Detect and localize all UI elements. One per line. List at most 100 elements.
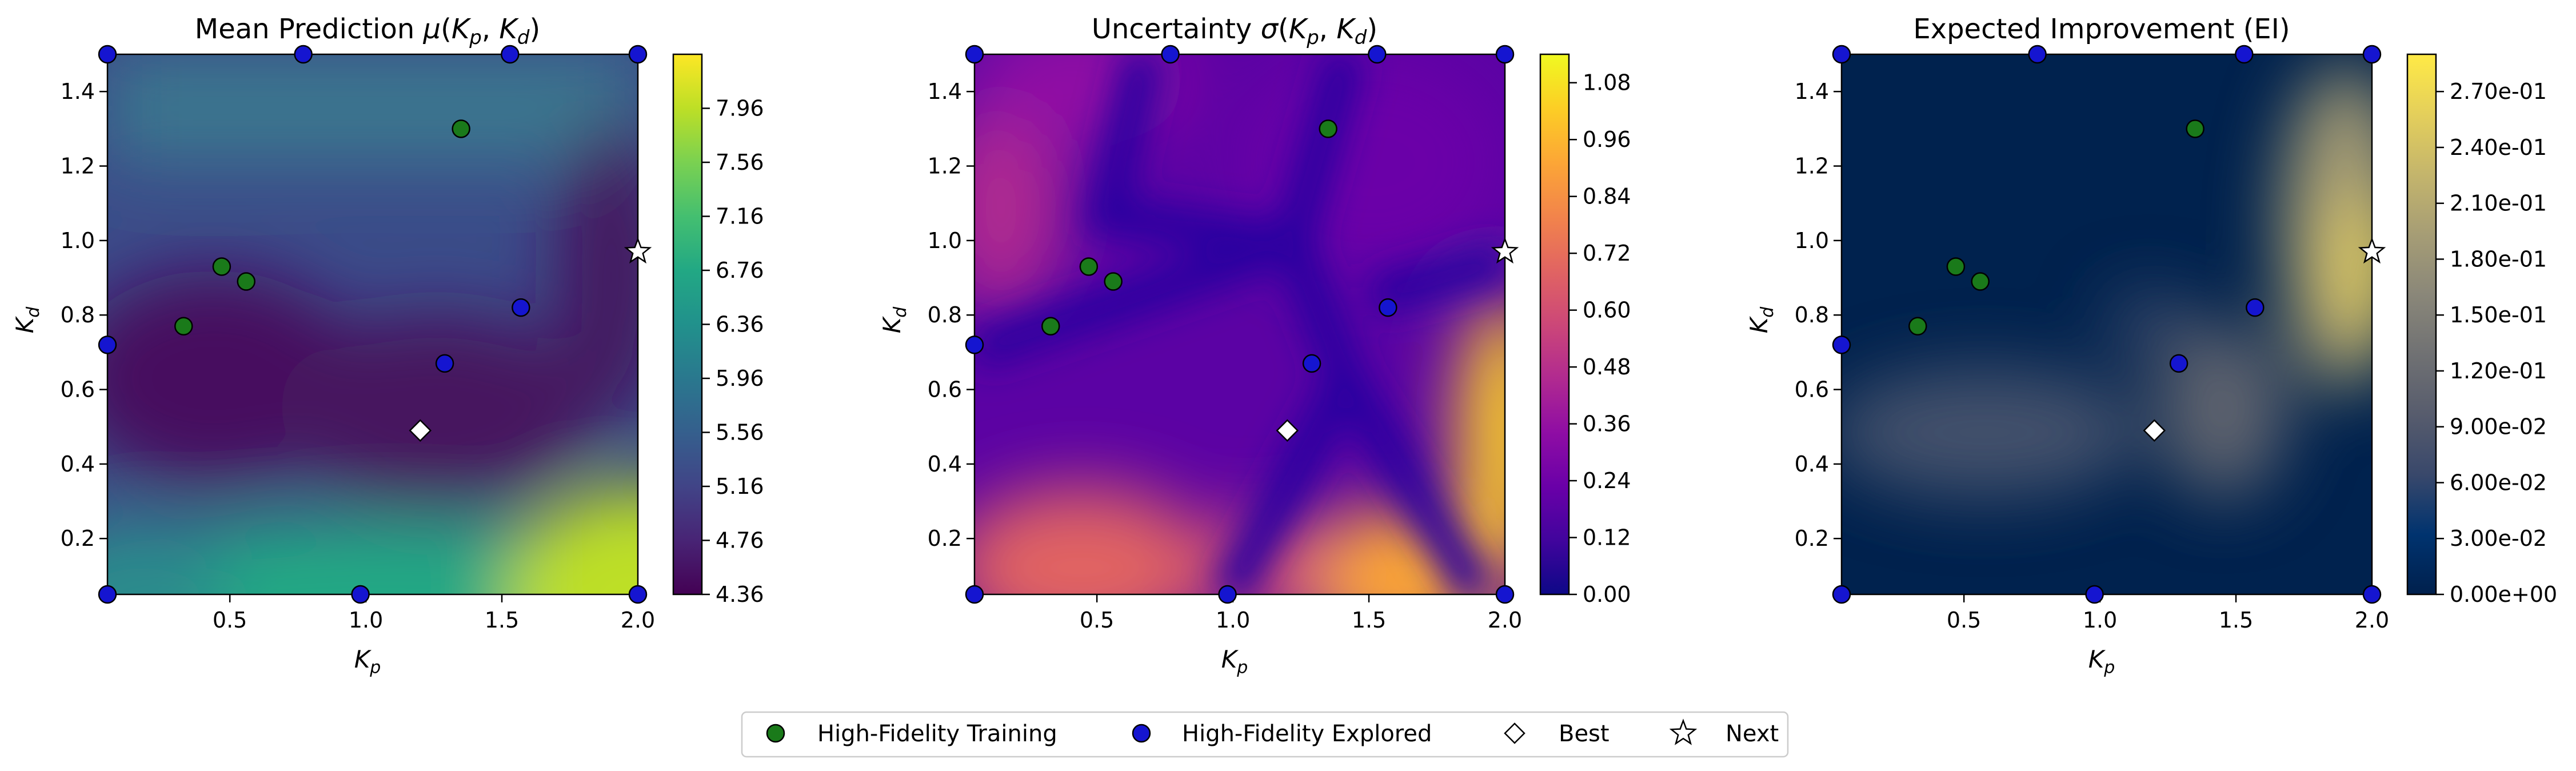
explored-point: [98, 335, 117, 354]
training-point: [2186, 119, 2204, 138]
legend-label: Next: [1726, 721, 1779, 747]
x-tick-label: 0.5: [1080, 608, 1114, 633]
plot-frame: [106, 53, 639, 596]
x-tick-label: 1.5: [2219, 608, 2253, 633]
explored-point: [2362, 585, 2382, 604]
colorbar-tick-label: 3.00e-02: [2450, 526, 2547, 551]
explored-point: [1832, 335, 1851, 354]
colorbar: 0.00 0.12 0.24 0.36 0.48 0.60 0.72 0.84 0.96 1.08: [1539, 53, 1631, 607]
panel-title: Mean Prediction μ(Kp, Kd): [195, 13, 540, 49]
y-axis-label: Kd: [878, 306, 910, 334]
colorbar-tick-label: 0.84: [1583, 184, 1631, 209]
explored-point: [1379, 298, 1397, 317]
colorbar-tick-label: 7.56: [716, 150, 764, 175]
colorbar: 0.00e+00 3.00e-02 6.00e-02 9.00e-02 1.20e-01…: [2406, 53, 2557, 607]
x-tick-label: 1.0: [349, 608, 383, 633]
y-tick-label: 1.4: [928, 79, 962, 104]
colorbar-tick-label: 2.70e-01: [2450, 79, 2547, 104]
legend-item-explored: High-Fidelity Explored: [1132, 721, 1432, 747]
x-tick-label: 2.0: [621, 608, 655, 633]
colorbar-frame: [2406, 53, 2437, 596]
colorbar-tick-label: 0.00: [1583, 582, 1631, 607]
colorbar-gradient: [2407, 54, 2436, 594]
colorbar-tick-label: 4.76: [716, 528, 764, 553]
explored-point: [965, 335, 984, 354]
panel-uncertainty: Uncertainty σ(Kp, Kd) 0.5 1.0 1.5 2.0 0.2 0.4…: [878, 13, 1631, 678]
markers: [98, 45, 652, 604]
explored-point: [2169, 354, 2188, 373]
y-tick-label: 0.2: [928, 526, 962, 551]
colorbar-tick-label: 1.08: [1583, 70, 1631, 95]
y-tick-label: 1.0: [1795, 228, 1829, 253]
x-tick-label: 2.0: [1488, 608, 1522, 633]
explored-point: [1832, 585, 1851, 604]
y-tick-label: 0.4: [1795, 452, 1829, 477]
explored-point: [1302, 354, 1321, 373]
training-point: [1946, 257, 1966, 276]
legend-marker-training: [766, 724, 785, 743]
markers: [965, 45, 1519, 604]
y-tick-label: 0.8: [928, 302, 962, 327]
colorbar-tick-label: 6.36: [716, 312, 764, 337]
training-point: [174, 317, 193, 336]
y-tick-label: 1.0: [928, 228, 962, 253]
colorbar-tick-label: 9.00e-02: [2450, 414, 2547, 440]
y-tick-label: 1.4: [61, 79, 95, 104]
training-point: [1971, 272, 1990, 291]
panel-expected-improvement: Expected Improvement (EI) 0.5 1.0 1.5 2.0 0.…: [1745, 13, 2557, 678]
y-tick-label: 0.2: [1795, 526, 1829, 551]
explored-point: [2235, 45, 2254, 64]
best-point: [409, 419, 432, 442]
y-tick-label: 1.4: [1795, 79, 1829, 104]
legend: High-Fidelity Training High-Fidelity Exp…: [741, 711, 1789, 758]
heatmap-field: [107, 54, 638, 594]
heatmap-area: [1840, 53, 2373, 596]
heatmap-field: [975, 54, 1505, 594]
explored-point: [1495, 585, 1515, 604]
colorbar-tick-label: 0.96: [1583, 127, 1631, 152]
next-point: [624, 237, 652, 264]
colorbar-tick-label: 0.00e+00: [2450, 582, 2557, 607]
colorbar-tick-label: 0.24: [1583, 468, 1631, 493]
best-point: [2143, 419, 2166, 442]
training-point: [1041, 317, 1060, 336]
training-point: [452, 119, 470, 138]
explored-point: [628, 585, 648, 604]
legend-marker-explored: [1132, 724, 1151, 743]
explored-point: [1495, 45, 1515, 64]
panel-title: Uncertainty σ(Kp, Kd): [1092, 13, 1377, 49]
explored-point: [2362, 45, 2382, 64]
y-tick-label: 0.8: [61, 302, 95, 327]
legend-label: High-Fidelity Training: [817, 721, 1057, 747]
legend-label: High-Fidelity Explored: [1182, 721, 1432, 747]
colorbar-tick-label: 5.56: [716, 420, 764, 445]
explored-point: [965, 585, 984, 604]
explored-point: [98, 585, 117, 604]
x-tick-label: 1.0: [1216, 608, 1250, 633]
explored-point: [351, 585, 370, 604]
explored-point: [965, 45, 984, 64]
explored-point: [98, 45, 117, 64]
heatmap-field: [1842, 54, 2372, 594]
colorbar-tick-label: 1.20e-01: [2450, 358, 2547, 383]
y-tick-label: 1.2: [61, 154, 95, 179]
y-tick-label: 0.6: [928, 377, 962, 402]
explored-point: [1161, 45, 1180, 64]
explored-point: [628, 45, 648, 64]
colorbar-tick-label: 0.48: [1583, 354, 1631, 379]
colorbar-tick-label: 4.36: [716, 582, 764, 607]
y-tick-label: 1.2: [1795, 154, 1829, 179]
axis-ticks: 0.5 1.0 1.5 2.0 0.2 0.4 0.6 0.8 1.0 1.2 1.4: [928, 79, 1523, 633]
colorbar-tick-label: 6.00e-02: [2450, 470, 2547, 495]
y-tick-label: 1.0: [61, 228, 95, 253]
colorbar-tick-label: 0.36: [1583, 412, 1631, 437]
training-point: [1908, 317, 1927, 336]
x-tick-label: 1.5: [1352, 608, 1386, 633]
explored-point: [294, 45, 313, 64]
x-axis-label: Kp: [2088, 645, 2115, 678]
training-point: [1319, 119, 1337, 138]
x-tick-label: 1.5: [485, 608, 519, 633]
next-point: [2358, 237, 2386, 264]
explored-point: [501, 45, 520, 64]
